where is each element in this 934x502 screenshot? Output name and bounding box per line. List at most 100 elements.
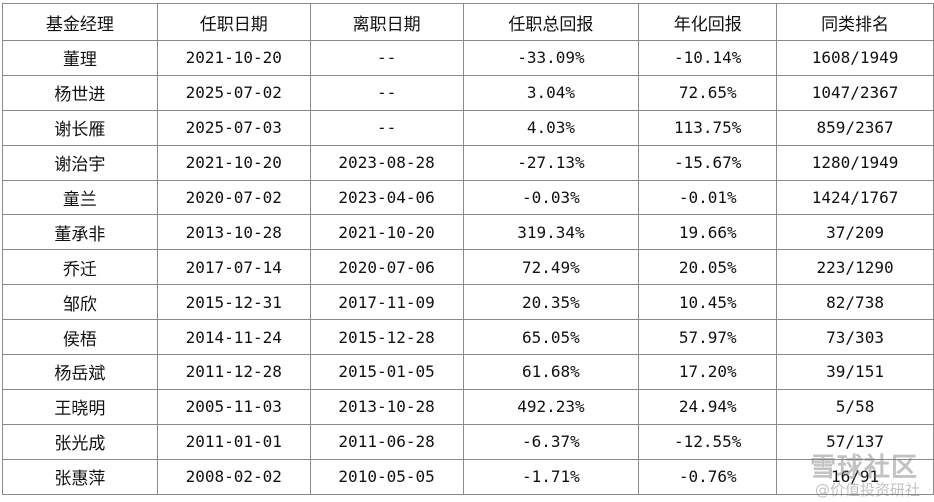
cell-total-return: 20.35% — [462, 284, 640, 321]
cell-annual-return: -0.76% — [638, 458, 778, 495]
table-row: 童兰 2020-07-02 2023-04-06 -0.03% -0.01% 1424/1… — [2, 179, 934, 216]
cell-manager: 童兰 — [2, 179, 158, 216]
cell-manager: 邹欣 — [2, 284, 158, 321]
cell-start-date: 2017-07-14 — [156, 249, 311, 286]
table-row: 董承非 2013-10-28 2021-10-20 319.34% 19.66% 37/2… — [2, 214, 934, 251]
cell-manager: 董承非 — [2, 214, 158, 251]
cell-start-date: 2020-07-02 — [156, 179, 311, 216]
cell-end-date: 2015-01-05 — [309, 354, 464, 390]
cell-annual-return: 19.66% — [638, 214, 778, 251]
cell-end-date: 2021-10-20 — [309, 214, 464, 251]
cell-annual-return: -0.01% — [638, 179, 778, 216]
cell-total-return: 319.34% — [462, 214, 640, 251]
header-rank: 同类排名 — [776, 3, 934, 41]
cell-total-return: 65.05% — [462, 319, 640, 356]
cell-total-return: -6.37% — [462, 423, 640, 460]
cell-manager: 杨世进 — [2, 74, 158, 111]
cell-annual-return: 57.97% — [638, 319, 778, 356]
table-row: 张光成 2011-01-01 2011-06-28 -6.37% -12.55% 57/1… — [2, 423, 934, 460]
cell-start-date: 2014-11-24 — [156, 319, 311, 356]
table-row: 张惠萍 2008-02-02 2010-05-05 -1.71% -0.76% 16/91 — [2, 458, 934, 495]
cell-rank: 223/1290 — [776, 249, 934, 286]
cell-rank: 1608/1949 — [776, 40, 934, 76]
cell-start-date: 2013-10-28 — [156, 214, 311, 251]
table-row: 杨世进 2025-07-02 -- 3.04% 72.65% 1047/2367 — [2, 74, 934, 111]
watermark-subtext: @价值投资研社 — [814, 481, 920, 499]
cell-start-date: 2025-07-02 — [156, 74, 311, 111]
cell-end-date: 2013-10-28 — [309, 388, 464, 425]
cell-end-date: 2017-11-09 — [309, 284, 464, 321]
cell-rank: 16/91 — [776, 458, 934, 495]
table-row: 乔迁 2017-07-14 2020-07-06 72.49% 20.05% 223/12… — [2, 249, 934, 286]
table-row: 邹欣 2015-12-31 2017-11-09 20.35% 10.45% 82/738 — [2, 284, 934, 321]
cell-annual-return: -15.67% — [638, 144, 778, 181]
cell-total-return: -1.71% — [462, 458, 640, 495]
table-row: 董理 2021-10-20 -- -33.09% -10.14% 1608/1949 — [2, 40, 934, 76]
cell-manager: 乔迁 — [2, 249, 158, 286]
cell-end-date: -- — [309, 109, 464, 146]
cell-start-date: 2025-07-03 — [156, 109, 311, 146]
cell-total-return: 3.04% — [462, 74, 640, 111]
cell-end-date: 2010-05-05 — [309, 458, 464, 495]
cell-rank: 1280/1949 — [776, 144, 934, 181]
cell-manager: 张惠萍 — [2, 458, 158, 495]
cell-end-date: 2011-06-28 — [309, 423, 464, 460]
cell-start-date: 2015-12-31 — [156, 284, 311, 321]
cell-rank: 37/209 — [776, 214, 934, 251]
table-row: 王晓明 2005-11-03 2013-10-28 492.23% 24.94% 5/58 — [2, 388, 934, 425]
table-row: 侯梧 2014-11-24 2015-12-28 65.05% 57.97% 73/303 — [2, 319, 934, 356]
cell-end-date: -- — [309, 74, 464, 111]
cell-start-date: 2008-02-02 — [156, 458, 311, 495]
cell-end-date: -- — [309, 40, 464, 76]
table-row: 谢长雁 2025-07-03 -- 4.03% 113.75% 859/2367 — [2, 109, 934, 146]
cell-total-return: -27.13% — [462, 144, 640, 181]
cell-start-date: 2005-11-03 — [156, 388, 311, 425]
cell-rank: 39/151 — [776, 354, 934, 390]
cell-manager: 杨岳斌 — [2, 354, 158, 390]
cell-end-date: 2015-12-28 — [309, 319, 464, 356]
cell-end-date: 2023-08-28 — [309, 144, 464, 181]
watermark-text: 雪球社区 — [809, 453, 918, 483]
cell-annual-return: 72.65% — [638, 74, 778, 111]
cell-rank: 82/738 — [776, 284, 934, 321]
header-end-date: 离职日期 — [309, 3, 464, 41]
cell-annual-return: 17.20% — [638, 354, 778, 390]
table-row: 杨岳斌 2011-12-28 2015-01-05 61.68% 17.20% 39/15… — [2, 354, 934, 390]
cell-rank: 1047/2367 — [776, 74, 934, 111]
cell-end-date: 2020-07-06 — [309, 249, 464, 286]
cell-start-date: 2021-10-20 — [156, 40, 311, 76]
cell-annual-return: 20.05% — [638, 249, 778, 286]
fund-manager-table: 基金经理 任职日期 离职日期 任职总回报 年化回报 同类排名 董理 2021-10… — [2, 3, 934, 495]
cell-annual-return: 113.75% — [638, 109, 778, 146]
cell-total-return: 4.03% — [462, 109, 640, 146]
cell-annual-return: 10.45% — [638, 284, 778, 321]
cell-start-date: 2011-01-01 — [156, 423, 311, 460]
cell-rank: 1424/1767 — [776, 179, 934, 216]
cell-rank: 859/2367 — [776, 109, 934, 146]
cell-total-return: 72.49% — [462, 249, 640, 286]
cell-manager: 侯梧 — [2, 319, 158, 356]
cell-annual-return: -10.14% — [638, 40, 778, 76]
cell-rank: 73/303 — [776, 319, 934, 356]
table-row: 谢治宇 2021-10-20 2023-08-28 -27.13% -15.67% 128… — [2, 144, 934, 181]
cell-manager: 王晓明 — [2, 388, 158, 425]
cell-manager: 谢长雁 — [2, 109, 158, 146]
cell-start-date: 2021-10-20 — [156, 144, 311, 181]
cell-total-return: -33.09% — [462, 40, 640, 76]
cell-total-return: 61.68% — [462, 354, 640, 390]
cell-total-return: 492.23% — [462, 388, 640, 425]
header-manager: 基金经理 — [2, 3, 158, 41]
table-header-row: 基金经理 任职日期 离职日期 任职总回报 年化回报 同类排名 — [2, 3, 934, 41]
cell-rank: 57/137 — [776, 423, 934, 460]
cell-rank: 5/58 — [776, 388, 934, 425]
cell-manager: 张光成 — [2, 423, 158, 460]
cell-total-return: -0.03% — [462, 179, 640, 216]
cell-manager: 谢治宇 — [2, 144, 158, 181]
header-start-date: 任职日期 — [156, 3, 311, 41]
cell-annual-return: 24.94% — [638, 388, 778, 425]
cell-end-date: 2023-04-06 — [309, 179, 464, 216]
table-body: 董理 2021-10-20 -- -33.09% -10.14% 1608/1949 杨世进… — [2, 40, 934, 495]
header-annual-return: 年化回报 — [638, 3, 778, 41]
cell-start-date: 2011-12-28 — [156, 354, 311, 390]
cell-annual-return: -12.55% — [638, 423, 778, 460]
